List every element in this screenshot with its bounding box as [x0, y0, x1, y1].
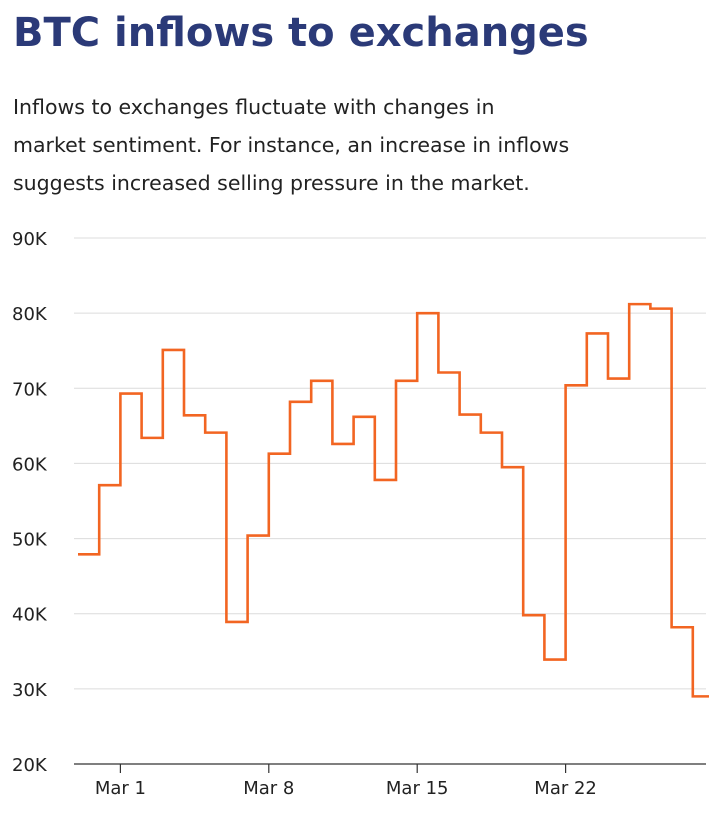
y-tick-label: 20K: [12, 755, 48, 776]
y-tick-label: 80K: [12, 304, 48, 325]
subtitle-line: market sentiment. For instance, an incre…: [13, 133, 570, 157]
chart-title: BTC inflows to exchanges: [13, 10, 589, 56]
x-tick-label: Mar 15: [386, 778, 449, 799]
y-tick-label: 90K: [12, 229, 48, 250]
y-tick-label: 60K: [12, 454, 48, 475]
subtitle-line: Inflows to exchanges fluctuate with chan…: [13, 95, 495, 119]
y-tick-label: 30K: [12, 680, 48, 701]
chart-subtitle: Inflows to exchanges fluctuate with chan…: [13, 88, 653, 202]
x-tick-label: Mar 8: [243, 778, 294, 799]
subtitle-line: suggests increased selling pressure in t…: [13, 171, 530, 195]
y-tick-label: 50K: [12, 530, 48, 551]
x-tick-label: Mar 22: [534, 778, 597, 799]
x-tick-label: Mar 1: [95, 778, 146, 799]
y-tick-label: 40K: [12, 605, 48, 626]
series-line: [78, 302, 709, 698]
y-tick-label: 70K: [12, 379, 48, 400]
